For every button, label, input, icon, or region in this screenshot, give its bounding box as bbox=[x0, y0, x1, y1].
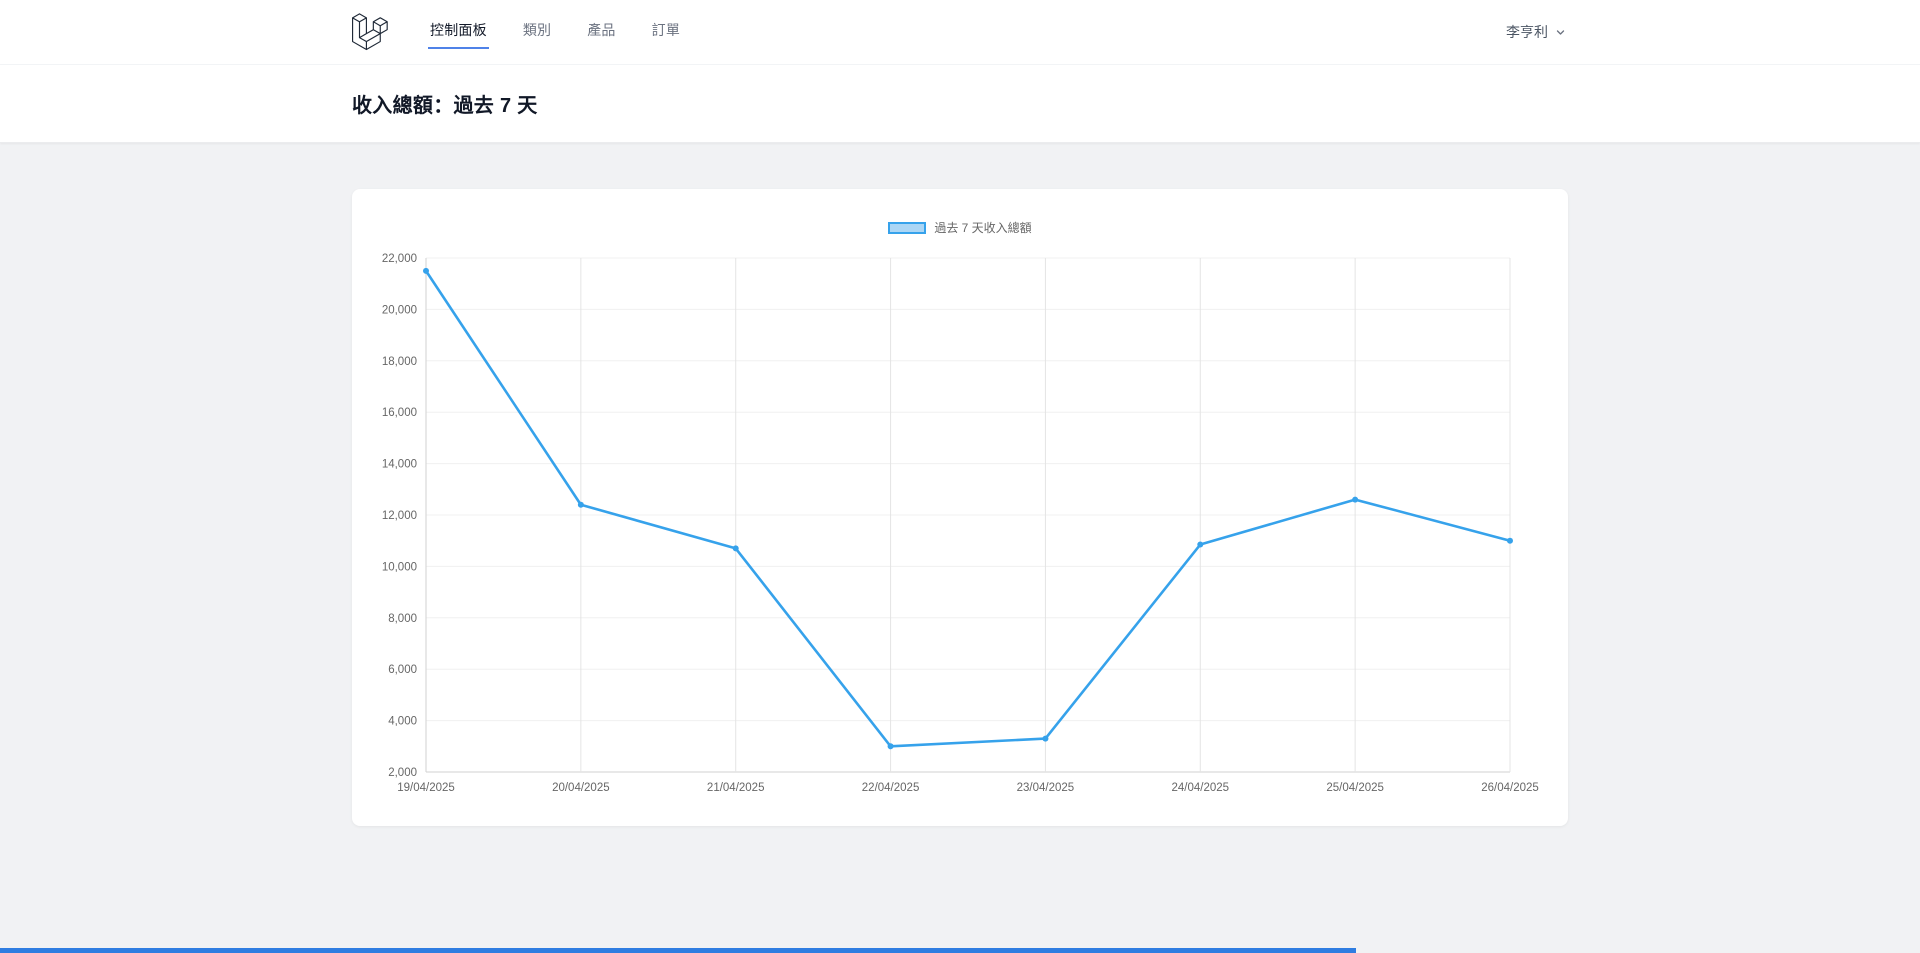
top-nav: 控制面板 類別 產品 訂單 李亨利 bbox=[0, 0, 1920, 65]
page-header: 收入總額：過去 7 天 bbox=[0, 65, 1920, 143]
chart-legend[interactable]: 過去 7 天收入總額 bbox=[376, 219, 1544, 236]
main-content: 過去 7 天收入總額 2,000 4,000 6,000 8,000 10,000 12,… bbox=[0, 143, 1920, 874]
svg-text:6,000: 6,000 bbox=[388, 664, 417, 676]
svg-text:8,000: 8,000 bbox=[388, 613, 417, 625]
revenue-line-chart[interactable]: 2,000 4,000 6,000 8,000 10,000 12,000 14,000 16… bbox=[376, 250, 1544, 802]
svg-text:25/04/2025: 25/04/2025 bbox=[1326, 782, 1384, 794]
svg-text:21/04/2025: 21/04/2025 bbox=[707, 782, 765, 794]
user-menu-button[interactable]: 李亨利 bbox=[1506, 22, 1568, 42]
svg-text:20/04/2025: 20/04/2025 bbox=[552, 782, 610, 794]
svg-text:20,000: 20,000 bbox=[382, 304, 417, 316]
svg-text:22/04/2025: 22/04/2025 bbox=[862, 782, 920, 794]
svg-text:18,000: 18,000 bbox=[382, 356, 417, 368]
laravel-logo-icon bbox=[352, 13, 388, 51]
svg-text:2,000: 2,000 bbox=[388, 767, 417, 779]
svg-text:22,000: 22,000 bbox=[382, 253, 417, 265]
svg-text:14,000: 14,000 bbox=[382, 459, 417, 471]
page-title: 收入總額：過去 7 天 bbox=[352, 95, 538, 117]
svg-text:19/04/2025: 19/04/2025 bbox=[397, 782, 455, 794]
primary-nav-links: 控制面板 類別 產品 訂單 bbox=[428, 15, 682, 49]
nav-item-categories[interactable]: 類別 bbox=[522, 22, 552, 38]
legend-label: 過去 7 天收入總額 bbox=[934, 221, 1032, 235]
user-name: 李亨利 bbox=[1506, 24, 1548, 40]
chart-area: 2,000 4,000 6,000 8,000 10,000 12,000 14,000 16… bbox=[376, 250, 1544, 802]
nav-item-orders[interactable]: 訂單 bbox=[651, 22, 681, 38]
svg-text:26/04/2025: 26/04/2025 bbox=[1481, 782, 1539, 794]
nav-item-dashboard[interactable]: 控制面板 bbox=[428, 15, 489, 49]
svg-text:10,000: 10,000 bbox=[382, 561, 417, 573]
nav-item-products[interactable]: 產品 bbox=[587, 22, 616, 38]
svg-text:16,000: 16,000 bbox=[382, 407, 417, 419]
laravel-logo-link[interactable] bbox=[352, 13, 388, 51]
svg-text:23/04/2025: 23/04/2025 bbox=[1017, 782, 1075, 794]
chevron-down-icon bbox=[1553, 25, 1568, 40]
svg-text:24/04/2025: 24/04/2025 bbox=[1172, 782, 1230, 794]
legend-swatch-icon bbox=[888, 221, 927, 234]
bottom-progress-bar bbox=[0, 948, 1356, 953]
svg-text:4,000: 4,000 bbox=[388, 716, 417, 728]
svg-text:12,000: 12,000 bbox=[382, 510, 417, 522]
revenue-chart-card: 過去 7 天收入總額 2,000 4,000 6,000 8,000 10,000 12,… bbox=[352, 189, 1568, 826]
